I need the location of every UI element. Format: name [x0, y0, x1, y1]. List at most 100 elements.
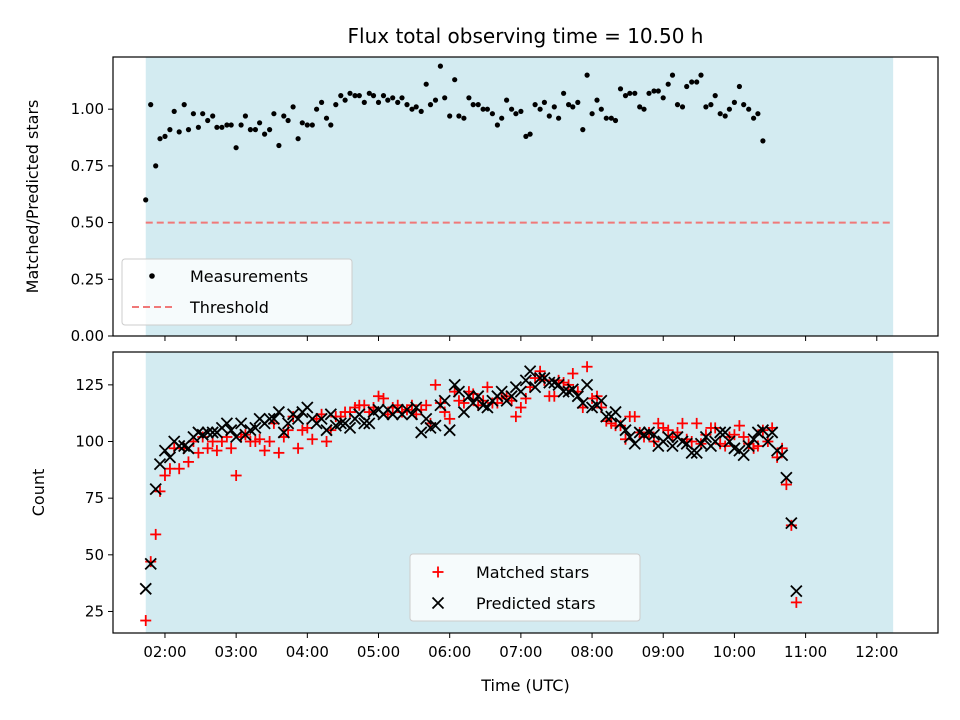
measurement-point-82 — [532, 102, 538, 108]
measurement-point-52 — [390, 95, 396, 101]
ratio-marks — [143, 63, 766, 203]
predicted-point-81 — [523, 365, 537, 378]
predicted-point-135-b — [780, 471, 793, 484]
matched-point-13 — [202, 442, 214, 454]
matched-point-82 — [529, 372, 541, 384]
measurement-point-97 — [603, 115, 609, 121]
predicted-point-122 — [719, 426, 732, 439]
predicted-point-106-b — [642, 426, 656, 439]
predicted-point-100-b — [614, 417, 627, 430]
measurement-point-0 — [143, 197, 149, 203]
legend-threshold-label: Threshold — [189, 298, 269, 317]
predicted-point-27-b — [267, 412, 281, 425]
measurement-point-36 — [314, 106, 320, 112]
xtick-label-3: 05:00 — [357, 643, 400, 661]
predicted-point-7 — [173, 439, 186, 453]
predicted-point-5-b — [163, 451, 177, 464]
matched-point-7 — [173, 463, 185, 475]
predicted-point-27 — [267, 412, 281, 425]
measurement-point-124 — [731, 99, 738, 105]
matched-point-1 — [145, 556, 157, 568]
predicted-point-85 — [543, 376, 556, 389]
predicted-point-57-b — [410, 401, 423, 414]
xtick-label-9: 11:00 — [784, 643, 827, 661]
matched-point-24 — [254, 433, 266, 445]
predicted-point-2 — [149, 482, 162, 496]
measurement-point-117 — [698, 72, 704, 78]
predicted-point-110 — [662, 430, 675, 444]
measurement-point-116 — [694, 79, 700, 85]
measurement-point-34 — [304, 122, 310, 128]
legend-measurements-marker — [149, 273, 155, 279]
predicted-point-34 — [301, 401, 314, 414]
predicted-point-91 — [571, 390, 584, 403]
predicted-point-92-b — [576, 396, 589, 410]
legend-predicted-marker — [431, 596, 445, 610]
predicted-point-87-b — [552, 378, 565, 391]
predicted-point-14 — [206, 426, 219, 439]
count-panel: 25 50 75 100 125 02:00 03:00 04:00 05:00 06:00 07:… — [29, 351, 939, 695]
predicted-point-107 — [647, 428, 661, 441]
measurement-point-16 — [219, 124, 225, 130]
predicted-point-5 — [163, 451, 177, 464]
predicted-point-100 — [614, 417, 627, 430]
measurement-point-59 — [423, 81, 429, 87]
measurement-point-127 — [746, 106, 752, 112]
measurement-point-11 — [195, 124, 201, 130]
predicted-point-101-b — [619, 424, 632, 437]
predicted-point-122-b — [719, 426, 732, 439]
matched-point-11 — [192, 447, 204, 459]
predicted-point-29-b — [277, 426, 290, 439]
xtick-label-2: 04:00 — [286, 643, 329, 661]
matched-point-15 — [211, 445, 223, 457]
measurement-point-38 — [323, 115, 330, 121]
matched-point-28 — [273, 447, 285, 459]
matched-point-25 — [259, 445, 271, 457]
top-ytick-label-2: 0.50 — [71, 214, 104, 232]
xtick-label-7: 09:00 — [642, 643, 685, 661]
matched-point-2 — [150, 528, 162, 540]
legend-matched-marker — [432, 566, 444, 578]
top-ytick-label-1: 0.25 — [71, 270, 104, 288]
measurement-point-33 — [299, 120, 305, 126]
matched-point-30 — [282, 424, 294, 436]
xtick-label-6: 08:00 — [570, 643, 613, 661]
predicted-point-86-b — [548, 376, 561, 389]
predicted-point-71-b — [477, 399, 490, 412]
measurement-point-101 — [622, 93, 629, 99]
predicted-point-56 — [405, 408, 419, 421]
measurement-point-110 — [665, 81, 671, 87]
matched-point-18 — [225, 442, 237, 454]
predicted-point-18 — [225, 424, 238, 437]
measurement-point-8 — [181, 102, 187, 108]
measurement-point-111 — [669, 72, 676, 78]
predicted-point-120-b — [709, 435, 722, 448]
predicted-point-26-b — [263, 412, 276, 425]
xtick-label-1: 03:00 — [215, 643, 258, 661]
measurement-point-26 — [267, 127, 273, 133]
predicted-point-114-b — [680, 437, 693, 450]
predicted-point-88-b — [557, 385, 570, 398]
predicted-point-68 — [462, 390, 476, 403]
measurement-point-102 — [627, 90, 633, 96]
predicted-point-2-b — [149, 482, 162, 496]
xtick-label-5: 07:00 — [499, 643, 542, 661]
legend-matched-plus — [432, 566, 444, 578]
predicted-point-79 — [514, 385, 528, 398]
predicted-point-28-b — [272, 405, 285, 419]
measurement-point-44 — [352, 93, 358, 99]
predicted-point-68-b — [462, 390, 476, 403]
measurement-point-118 — [703, 104, 709, 110]
measurement-point-93 — [584, 72, 590, 78]
measurement-point-46 — [361, 99, 367, 105]
measurement-point-62 — [437, 63, 443, 69]
measurement-point-128 — [751, 115, 757, 121]
measurement-point-47 — [366, 90, 372, 96]
predicted-point-114 — [680, 437, 693, 450]
predicted-point-30-b — [281, 417, 295, 430]
matched-point-19 — [230, 470, 242, 482]
predicted-point-9-b — [182, 442, 195, 455]
predicted-point-131-b — [761, 435, 775, 448]
measurement-point-108 — [655, 88, 661, 94]
measurement-point-20 — [238, 122, 244, 128]
